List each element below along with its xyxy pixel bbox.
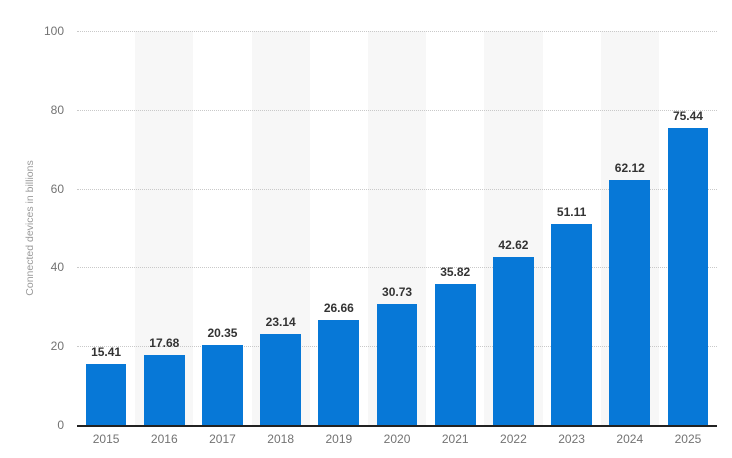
x-tick-label: 2021 — [441, 432, 469, 446]
bar-value-label: 17.68 — [149, 336, 180, 351]
bar-column: 42.62 — [484, 31, 542, 425]
bar[interactable] — [551, 223, 592, 425]
bar-value-label: 51.11 — [556, 204, 587, 219]
y-tick-label: 100 — [43, 24, 64, 38]
bar[interactable] — [85, 364, 127, 425]
bar[interactable] — [609, 180, 651, 425]
bar[interactable] — [260, 333, 302, 425]
bar-value-label: 42.62 — [498, 238, 529, 253]
bar-value-label: 30.73 — [382, 284, 413, 299]
plot-area: 15.41 17.68 20.35 23.14 26.66 30.73 35.82 42.62… — [77, 31, 717, 427]
bars-layer: 15.41 17.68 20.35 23.14 26.66 30.73 35.82 42.62… — [77, 31, 717, 425]
bar[interactable] — [202, 344, 243, 425]
x-tick-label: 2023 — [558, 432, 585, 446]
bar-value-label: 35.82 — [440, 264, 471, 279]
gridline — [77, 31, 717, 32]
bar[interactable] — [143, 355, 185, 425]
y-tick-label: 60 — [50, 181, 64, 196]
bar-value-label: 62.12 — [614, 161, 645, 176]
x-tick-label: 2017 — [209, 432, 236, 446]
x-tick-label: 2015 — [92, 432, 120, 446]
x-tick-label: 2022 — [500, 432, 527, 446]
y-tick-label: 40 — [50, 260, 64, 275]
bar-column: 17.68 — [135, 31, 193, 425]
bar[interactable] — [434, 283, 476, 425]
y-tick-label: 80 — [50, 102, 64, 117]
gridline — [77, 109, 717, 111]
bar-value-label: 20.35 — [207, 325, 238, 340]
x-tick-label: 2018 — [267, 432, 294, 446]
bar[interactable] — [376, 303, 418, 425]
bar[interactable] — [493, 257, 534, 425]
y-axis-title: Connected devices in billions — [24, 160, 36, 296]
x-tick-label: 2025 — [674, 432, 702, 446]
x-tick-label: 2024 — [616, 432, 644, 446]
x-axis: 2015 2016 2017 2018 2019 2020 2021 2022 2023 2024… — [77, 432, 717, 446]
bar-column: 35.82 — [426, 31, 484, 425]
bar-column: 23.14 — [252, 31, 310, 425]
bar-column: 15.41 — [77, 31, 135, 425]
bar-column: 62.12 — [601, 31, 659, 425]
x-tick-label: 2016 — [150, 432, 178, 446]
bar-column: 26.66 — [310, 31, 368, 425]
bar[interactable] — [318, 320, 360, 425]
bar-value-label: 26.66 — [323, 301, 354, 315]
y-tick-label: 0 — [57, 418, 64, 432]
y-tick-label: 20 — [50, 339, 64, 354]
bar-column: 30.73 — [368, 31, 426, 425]
bar-column: 51.11 — [543, 31, 601, 425]
bar-column: 20.35 — [193, 31, 251, 425]
gridline — [77, 267, 717, 269]
x-tick-label: 2019 — [325, 432, 353, 446]
gridline — [77, 188, 717, 190]
x-tick-label: 2020 — [383, 432, 411, 446]
bar-value-label: 75.44 — [672, 108, 703, 123]
bar-value-label: 15.41 — [91, 345, 122, 360]
bar-column: 75.44 — [659, 31, 717, 425]
bar-value-label: 23.14 — [265, 314, 296, 329]
bar[interactable] — [667, 127, 709, 425]
